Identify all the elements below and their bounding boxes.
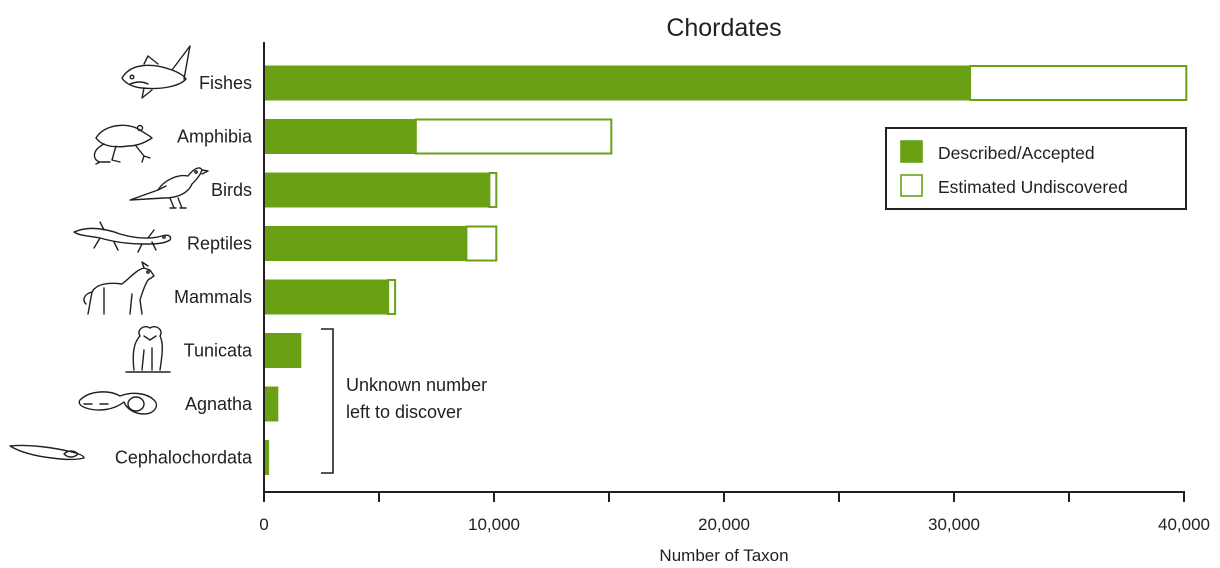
category-label-agnatha: Agnatha [185, 394, 253, 414]
legend: Described/Accepted Estimated Undiscovere… [885, 127, 1187, 210]
wolf-icon [83, 261, 155, 315]
x-tick-label-40000: 40,000 [1158, 515, 1210, 534]
bar-described-fishes [263, 65, 971, 101]
bars-group [263, 65, 1188, 475]
lancelet-icon [9, 444, 85, 461]
bar-undiscovered-amphibia [414, 118, 613, 155]
category-label-tunicata: Tunicata [184, 341, 253, 361]
bar-described-reptiles [263, 226, 467, 261]
bar-described-tunicata [263, 333, 302, 368]
bar-undiscovered-mammals [387, 279, 397, 315]
category-label-birds: Birds [211, 180, 252, 200]
category-labels: Fishes Amphibia Birds Reptiles Mammals Tunica… [115, 73, 253, 468]
legend-label-undiscovered: Estimated Undiscovered [938, 177, 1128, 197]
x-tick-label-20000: 20,000 [698, 515, 750, 534]
category-label-fishes: Fishes [199, 73, 252, 93]
annotation-bracket [321, 328, 334, 474]
legend-box [885, 127, 1187, 210]
bird-icon [129, 167, 209, 209]
fish-icon [121, 45, 191, 99]
salamander-icon [73, 221, 172, 253]
lamprey-icon [78, 391, 158, 415]
x-axis-ticks: 0 10,000 20,000 30,000 40,000 [259, 492, 1210, 534]
bar-undiscovered-fishes [969, 65, 1188, 101]
chart-title: Chordates [666, 14, 781, 42]
category-label-reptiles: Reptiles [187, 234, 252, 254]
bar-described-agnatha [263, 386, 279, 422]
bar-undiscovered-reptiles [465, 225, 498, 262]
legend-label-described: Described/Accepted [938, 143, 1095, 163]
x-tick-label-0: 0 [259, 515, 268, 534]
x-tick-label-10000: 10,000 [468, 515, 520, 534]
legend-swatch-described [900, 140, 923, 163]
annotation-line-1: Unknown number [346, 375, 487, 395]
x-axis-label: Number of Taxon [659, 546, 788, 565]
bar-described-amphibia [263, 119, 417, 154]
annotation-line-2: left to discover [346, 402, 462, 422]
x-tick-label-30000: 30,000 [928, 515, 980, 534]
bar-undiscovered-birds [488, 172, 498, 208]
frog-icon [93, 124, 153, 165]
category-label-amphibia: Amphibia [177, 127, 253, 147]
category-label-cephalochordata: Cephalochordata [115, 448, 253, 468]
legend-swatch-undiscovered [900, 174, 923, 197]
category-label-mammals: Mammals [174, 287, 252, 307]
bar-described-mammals [263, 279, 389, 315]
tunicate-icon [125, 326, 171, 373]
bar-described-birds [263, 172, 490, 208]
